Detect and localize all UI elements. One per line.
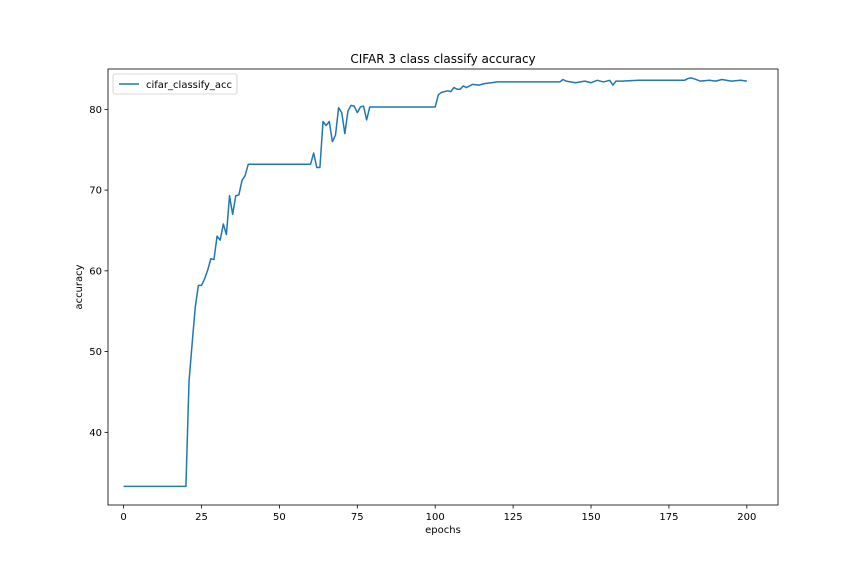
y-tick: 50 [89,347,108,358]
x-tick-label: 175 [659,512,678,523]
legend-box [112,73,238,95]
x-tick-label: 0 [120,512,126,523]
legend-label: cifar_classify_acc [146,80,232,91]
x-tick: 175 [659,505,678,523]
x-tick-label: 50 [273,512,286,523]
series-line-cifar-classify-acc [123,77,747,488]
x-tick: 100 [426,505,445,523]
x-tick: 50 [273,505,286,523]
x-axis-ticks: 0 25 50 75 100 125 150 175 200 [120,505,756,523]
y-tick-label: 40 [89,428,102,439]
x-tick: 0 [120,505,127,523]
y-tick: 60 [89,266,108,277]
x-tick-label: 200 [737,512,756,523]
y-tick: 70 [89,186,108,197]
x-tick-label: 25 [195,512,208,523]
x-tick: 125 [504,505,523,523]
x-tick-label: 150 [581,512,600,523]
y-tick-label: 80 [89,105,102,116]
legend: cifar_classify_acc [112,73,238,95]
x-tick: 150 [581,505,601,523]
x-tick-label: 125 [504,512,523,523]
x-tick-label: 75 [351,512,364,523]
x-tick: 75 [351,505,364,523]
x-tick: 25 [195,505,208,523]
y-axis-ticks: 40 50 60 70 80 [89,105,108,439]
axes-frame [107,68,779,506]
y-axis-label: accuracy [74,264,85,309]
x-tick-label: 100 [426,512,445,523]
chart-title: CIFAR 3 class classify accuracy [350,52,535,66]
y-tick-label: 50 [89,347,102,358]
y-tick-label: 70 [89,186,102,197]
y-tick: 40 [89,428,108,439]
x-axis-label: epochs [425,525,461,536]
x-tick: 200 [737,505,756,523]
y-tick: 80 [89,105,108,116]
y-tick-label: 60 [89,266,102,277]
